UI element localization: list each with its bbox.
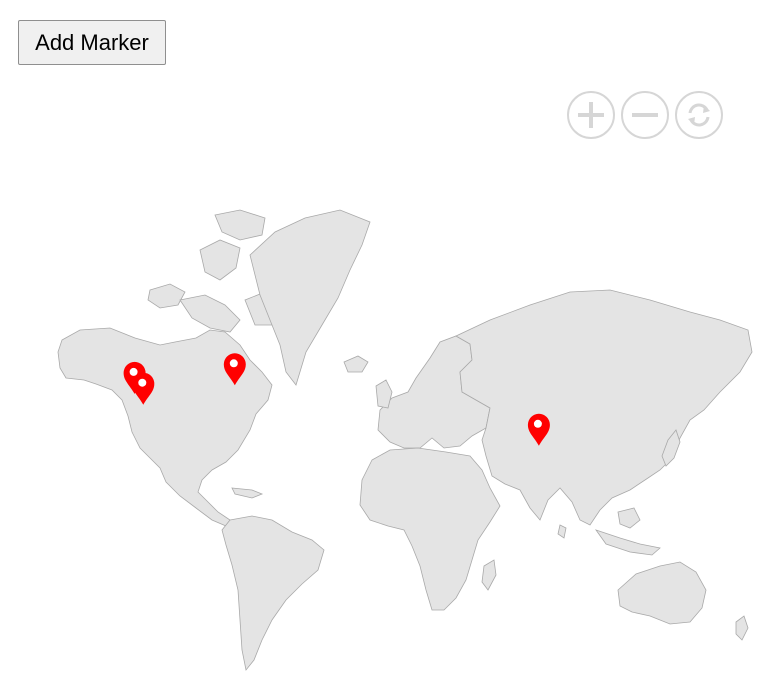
madagascar xyxy=(481,559,497,591)
arctic-islands xyxy=(214,209,266,241)
south-america xyxy=(221,515,325,671)
asia xyxy=(455,289,753,526)
australia xyxy=(617,561,707,625)
zoom-out-button[interactable] xyxy=(621,91,669,139)
north-america xyxy=(57,327,273,527)
british-isles xyxy=(375,379,393,409)
minus-icon xyxy=(632,113,658,117)
map-marker-icon[interactable] xyxy=(223,353,246,386)
caribbean xyxy=(231,487,264,499)
map-marker-icon[interactable] xyxy=(527,413,550,446)
zoom-in-button[interactable] xyxy=(567,91,615,139)
greenland xyxy=(249,209,371,386)
arctic-islands xyxy=(179,294,241,333)
iceland xyxy=(343,355,369,373)
refresh-icon xyxy=(688,103,710,127)
land-layer xyxy=(57,209,753,671)
map-marker-icon[interactable] xyxy=(132,372,155,405)
marker-layer xyxy=(123,353,550,446)
africa xyxy=(359,447,501,611)
add-marker-button[interactable]: Add Marker xyxy=(18,20,166,65)
plus-icon xyxy=(578,102,604,128)
new-zealand xyxy=(735,615,749,641)
arctic-islands xyxy=(147,283,186,309)
japan xyxy=(661,429,681,467)
arctic-islands xyxy=(199,239,241,281)
reset-view-button[interactable] xyxy=(675,91,723,139)
sri-lanka xyxy=(557,524,567,539)
indonesia xyxy=(617,507,641,529)
indonesia xyxy=(594,529,661,556)
